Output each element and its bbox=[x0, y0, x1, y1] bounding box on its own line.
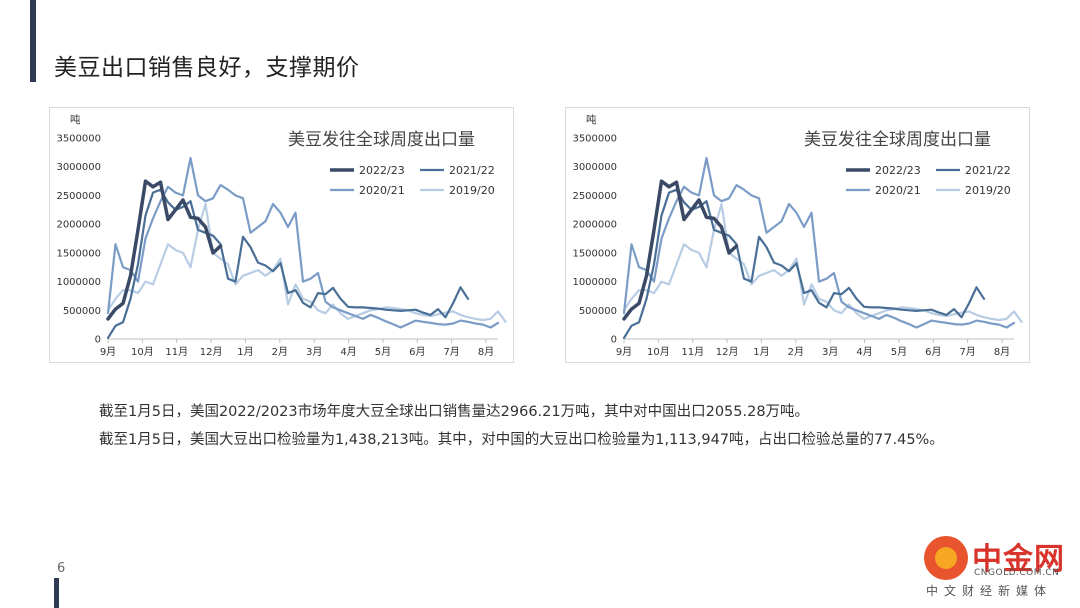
y-tick-label: 2000000 bbox=[572, 220, 617, 231]
series-line-2021-22 bbox=[106, 188, 470, 339]
legend-label: 2020/21 bbox=[875, 184, 921, 197]
x-tick-label: 7月 bbox=[959, 346, 975, 358]
legend-label: 2021/22 bbox=[965, 164, 1011, 177]
note-export-inspection: 截至1月5日，美国大豆出口检验量为1,438,213吨。其中，对中国的大豆出口检… bbox=[99, 432, 944, 448]
chart-left: 吨 0 500000 1000000 1500000 2000000 2500000 3000… bbox=[49, 107, 514, 363]
x-tick-label: 5月 bbox=[891, 346, 907, 358]
x-tick-label: 4月 bbox=[856, 346, 872, 358]
note-export-sales: 截至1月5日，美国2022/2023市场年度大豆全球出口销售量达2966.21万… bbox=[99, 404, 810, 420]
legend-label: 2019/20 bbox=[449, 184, 495, 197]
legend-label: 2022/23 bbox=[359, 164, 405, 177]
chart-right: 吨 0 500000 1000000 1500000 2000000 2500000 3000… bbox=[565, 107, 1030, 363]
logo-tagline: 中文财经新媒体 bbox=[926, 584, 1053, 598]
title-accent-bar bbox=[30, 0, 36, 82]
page-number: 6 bbox=[57, 561, 66, 576]
series-line-2022-23 bbox=[622, 179, 739, 321]
x-tick-label: 5月 bbox=[375, 346, 391, 358]
y-axis-unit-label: 吨 bbox=[586, 113, 597, 126]
series-line-2020-21 bbox=[106, 156, 500, 329]
x-tick-label: 1月 bbox=[237, 346, 253, 358]
series-line-2022-23 bbox=[106, 179, 223, 321]
y-tick-label: 1000000 bbox=[56, 277, 101, 288]
x-tick-label: 8月 bbox=[994, 346, 1010, 358]
y-tick-label: 3000000 bbox=[56, 162, 101, 173]
x-tick-label: 10月 bbox=[131, 346, 154, 358]
x-tick-label: 10月 bbox=[647, 346, 670, 358]
logo-text: 中金网 bbox=[972, 542, 1065, 577]
y-tick-label: 1500000 bbox=[56, 248, 101, 259]
logo-url: CNGOLD.COM.CN bbox=[974, 568, 1060, 578]
x-tick-label: 9月 bbox=[616, 346, 632, 358]
x-tick-label: 6月 bbox=[925, 346, 941, 358]
line-chart-svg: 吨 0 500000 1000000 1500000 2000000 2500000 3000… bbox=[572, 113, 1023, 358]
x-tick-label: 12月 bbox=[716, 346, 739, 358]
legend-label: 2020/21 bbox=[359, 184, 405, 197]
x-tick-label: 8月 bbox=[478, 346, 494, 358]
x-tick-label: 3月 bbox=[822, 346, 838, 358]
slide-title: 美豆出口销售良好，支撑期价 bbox=[54, 55, 360, 81]
y-tick-label: 3500000 bbox=[56, 134, 101, 145]
line-chart-svg: 吨 0 500000 1000000 1500000 2000000 2500000 3000… bbox=[56, 113, 507, 358]
x-tick-label: 2月 bbox=[788, 346, 804, 358]
y-tick-label: 1000000 bbox=[572, 277, 617, 288]
y-tick-label: 2000000 bbox=[56, 220, 101, 231]
series-line-2020-21 bbox=[622, 156, 1016, 329]
brand-logo: 中金网 CNGOLD.COM.CN 中文财经新媒体 bbox=[912, 530, 1072, 600]
y-tick-label: 0 bbox=[611, 335, 617, 346]
y-tick-label: 0 bbox=[95, 335, 101, 346]
y-tick-label: 3000000 bbox=[572, 162, 617, 173]
series-line-2021-22 bbox=[622, 188, 986, 339]
legend-label: 2022/23 bbox=[875, 164, 921, 177]
chart-title: 美豆发往全球周度出口量 bbox=[804, 130, 991, 150]
y-tick-label: 500000 bbox=[579, 306, 617, 317]
series-line-2019-20 bbox=[106, 202, 507, 323]
x-tick-label: 11月 bbox=[165, 346, 188, 358]
chart-title: 美豆发往全球周度出口量 bbox=[288, 130, 475, 150]
series-line-2019-20 bbox=[622, 202, 1023, 323]
x-tick-label: 12月 bbox=[200, 346, 223, 358]
y-tick-label: 3500000 bbox=[572, 134, 617, 145]
y-axis-unit-label: 吨 bbox=[70, 113, 81, 126]
x-tick-label: 3月 bbox=[306, 346, 322, 358]
legend-label: 2021/22 bbox=[449, 164, 495, 177]
y-tick-label: 2500000 bbox=[572, 191, 617, 202]
x-tick-label: 9月 bbox=[100, 346, 116, 358]
x-tick-label: 1月 bbox=[753, 346, 769, 358]
x-tick-label: 7月 bbox=[443, 346, 459, 358]
y-tick-label: 2500000 bbox=[56, 191, 101, 202]
logo-mark-icon bbox=[924, 536, 968, 580]
x-tick-label: 6月 bbox=[409, 346, 425, 358]
x-tick-label: 11月 bbox=[681, 346, 704, 358]
footer-accent-bar bbox=[54, 578, 59, 608]
x-tick-label: 4月 bbox=[340, 346, 356, 358]
y-tick-label: 1500000 bbox=[572, 248, 617, 259]
y-tick-label: 500000 bbox=[63, 306, 101, 317]
x-tick-label: 2月 bbox=[272, 346, 288, 358]
legend-label: 2019/20 bbox=[965, 184, 1011, 197]
